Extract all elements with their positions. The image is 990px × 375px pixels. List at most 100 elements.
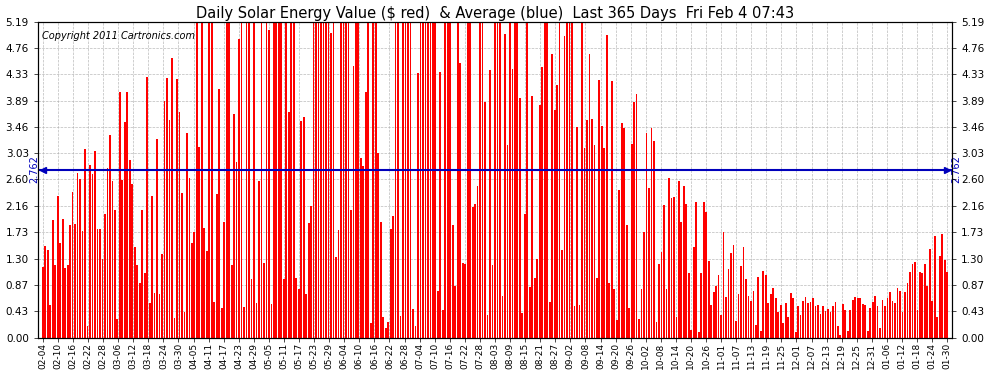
Bar	[74, 224, 76, 338]
Bar	[663, 205, 665, 338]
Bar	[840, 335, 842, 338]
Bar	[395, 22, 396, 338]
Bar	[239, 39, 240, 338]
Bar	[619, 190, 620, 338]
Bar	[459, 63, 461, 338]
Bar	[231, 264, 233, 338]
Bar	[357, 22, 359, 338]
Bar	[166, 78, 168, 338]
Bar	[328, 22, 330, 338]
Bar	[246, 22, 248, 338]
Bar	[616, 320, 618, 338]
Bar	[807, 303, 809, 338]
Bar	[742, 247, 744, 338]
Bar	[762, 271, 764, 338]
Bar	[648, 188, 649, 338]
Bar	[372, 22, 374, 338]
Bar	[191, 243, 193, 338]
Bar	[270, 304, 272, 338]
Bar	[924, 264, 926, 338]
Bar	[899, 291, 901, 338]
Bar	[710, 305, 712, 338]
Bar	[544, 22, 545, 338]
Bar	[134, 247, 136, 338]
Bar	[94, 151, 96, 338]
Bar	[902, 312, 903, 338]
Bar	[867, 331, 868, 338]
Bar	[621, 123, 623, 338]
Bar	[350, 210, 351, 338]
Bar	[509, 22, 511, 338]
Bar	[604, 148, 605, 338]
Bar	[280, 22, 282, 338]
Bar	[410, 22, 412, 338]
Bar	[278, 22, 280, 338]
Bar	[445, 22, 446, 338]
Bar	[45, 246, 47, 338]
Bar	[109, 135, 111, 338]
Bar	[298, 289, 300, 338]
Bar	[695, 202, 697, 338]
Bar	[634, 102, 635, 338]
Bar	[313, 22, 315, 338]
Bar	[497, 22, 498, 338]
Bar	[553, 111, 555, 338]
Bar	[163, 101, 165, 338]
Bar	[527, 22, 529, 338]
Bar	[502, 296, 503, 338]
Bar	[703, 202, 705, 338]
Bar	[641, 289, 643, 338]
Bar	[731, 253, 732, 338]
Bar	[629, 308, 630, 338]
Bar	[275, 22, 277, 338]
Bar	[750, 302, 751, 338]
Bar	[397, 22, 399, 338]
Bar	[877, 306, 878, 338]
Bar	[558, 22, 560, 338]
Bar	[54, 264, 56, 338]
Bar	[310, 206, 312, 338]
Bar	[655, 322, 657, 338]
Bar	[283, 279, 285, 338]
Bar	[800, 315, 802, 338]
Bar	[248, 22, 249, 338]
Bar	[176, 79, 178, 338]
Bar	[512, 69, 513, 338]
Bar	[723, 232, 725, 338]
Bar	[700, 273, 702, 338]
Bar	[440, 72, 442, 338]
Bar	[89, 165, 91, 338]
Bar	[477, 186, 478, 338]
Bar	[578, 305, 580, 338]
Bar	[400, 316, 402, 338]
Bar	[693, 248, 695, 338]
Bar	[805, 297, 807, 338]
Bar	[494, 22, 496, 338]
Bar	[144, 273, 146, 338]
Bar	[609, 283, 610, 338]
Bar	[341, 22, 342, 338]
Bar	[837, 326, 839, 338]
Bar	[849, 309, 851, 338]
Bar	[745, 279, 746, 338]
Bar	[119, 92, 121, 338]
Bar	[914, 262, 916, 338]
Bar	[728, 270, 730, 338]
Bar	[474, 204, 476, 338]
Bar	[181, 193, 183, 338]
Bar	[842, 304, 843, 338]
Bar	[517, 22, 518, 338]
Bar	[708, 261, 710, 338]
Bar	[537, 259, 539, 338]
Bar	[295, 278, 297, 338]
Bar	[857, 298, 858, 338]
Bar	[171, 58, 173, 338]
Bar	[117, 319, 118, 338]
Bar	[168, 120, 170, 338]
Bar	[830, 312, 832, 338]
Bar	[879, 328, 881, 338]
Text: 2.762: 2.762	[29, 156, 39, 183]
Bar	[293, 22, 295, 338]
Bar	[104, 214, 106, 338]
Bar	[698, 332, 700, 338]
